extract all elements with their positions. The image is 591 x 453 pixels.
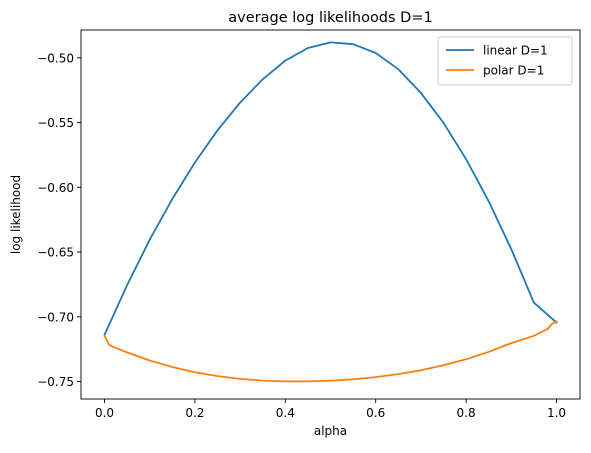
series-line-2 bbox=[103, 320, 558, 383]
y-tick-label: −0.75 bbox=[37, 375, 74, 389]
legend-label: linear D=1 bbox=[483, 44, 548, 58]
x-tick-label: 0.8 bbox=[457, 406, 476, 420]
x-tick-label: 0.4 bbox=[276, 406, 295, 420]
plot-area-frame bbox=[80, 29, 581, 400]
x-axis-label: alpha bbox=[314, 424, 347, 438]
x-tick-label: 0.6 bbox=[366, 406, 385, 420]
chart-title: average log likelihoods D=1 bbox=[228, 10, 432, 26]
x-tick-label: 1.0 bbox=[547, 406, 566, 420]
y-tick-label: −0.65 bbox=[37, 246, 74, 260]
x-axis: 0.0 0.2 0.4 0.6 0.8 1.0 bbox=[95, 399, 566, 420]
y-axis-label: log likelihood bbox=[9, 175, 23, 254]
legend-label: polar D=1 bbox=[483, 64, 544, 78]
series-layer bbox=[103, 41, 558, 383]
series-line-1 bbox=[103, 41, 558, 336]
y-tick-label: −0.60 bbox=[37, 181, 74, 195]
legend: linear D=1 polar D=1 bbox=[437, 36, 573, 86]
x-tick-label: 0.2 bbox=[185, 406, 204, 420]
y-tick-label: −0.55 bbox=[37, 116, 74, 130]
x-tick-label: 0.0 bbox=[95, 406, 114, 420]
y-axis: −0.75 −0.70 −0.65 −0.60 −0.55 −0.50 bbox=[37, 51, 81, 389]
y-tick-label: −0.50 bbox=[37, 51, 74, 65]
y-tick-label: −0.70 bbox=[37, 310, 74, 324]
legend-box bbox=[437, 36, 573, 86]
